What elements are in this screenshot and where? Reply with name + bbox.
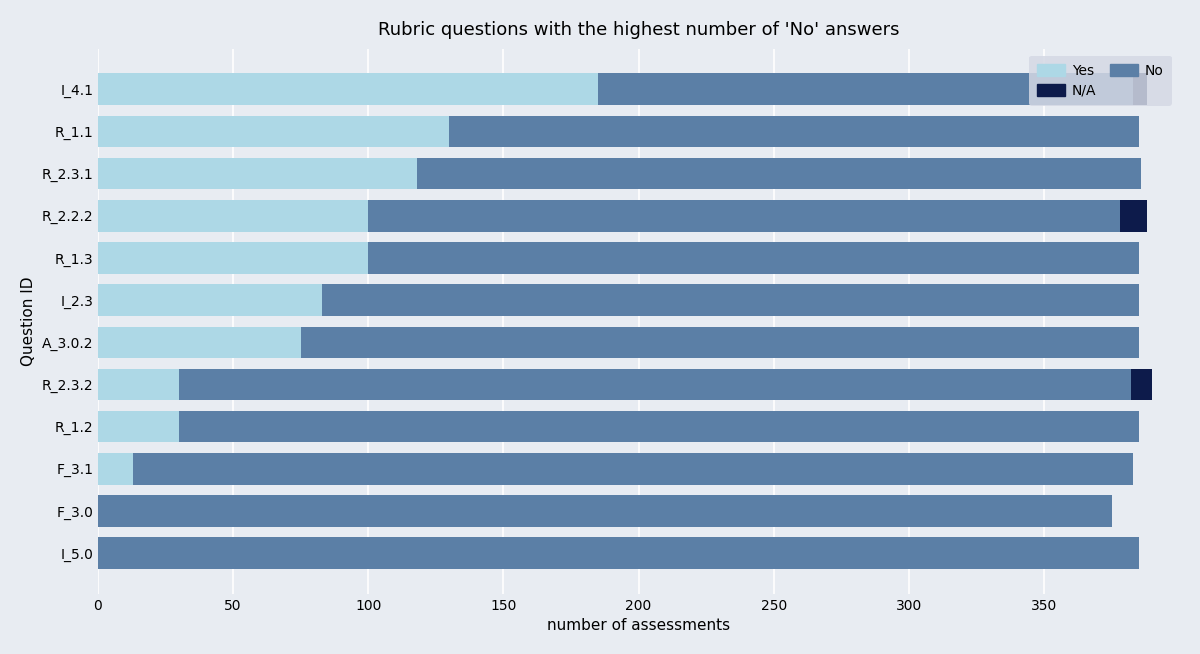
Bar [301,326,1139,358]
Bar [179,369,1130,400]
Bar [598,73,1133,105]
Bar [98,116,449,147]
Legend: Yes, N/A, No: Yes, N/A, No [1028,56,1172,106]
Bar [416,158,1141,190]
Bar [323,284,1139,316]
Bar [368,242,1139,274]
Y-axis label: Question ID: Question ID [20,277,36,366]
Bar [1133,73,1147,105]
Bar [133,453,1133,485]
Bar [98,495,1111,527]
X-axis label: number of assessments: number of assessments [547,618,730,633]
Bar [98,326,301,358]
Bar [98,242,368,274]
Bar [98,369,179,400]
Bar [98,158,416,190]
Bar [98,411,179,443]
Bar [98,73,598,105]
Title: Rubric questions with the highest number of 'No' answers: Rubric questions with the highest number… [378,21,899,39]
Bar [98,538,1139,569]
Bar [98,200,368,232]
Bar [98,284,323,316]
Bar [449,116,1139,147]
Bar [98,453,133,485]
Bar [368,200,1120,232]
Bar [179,411,1139,443]
Bar [1120,200,1147,232]
Bar [1130,369,1152,400]
